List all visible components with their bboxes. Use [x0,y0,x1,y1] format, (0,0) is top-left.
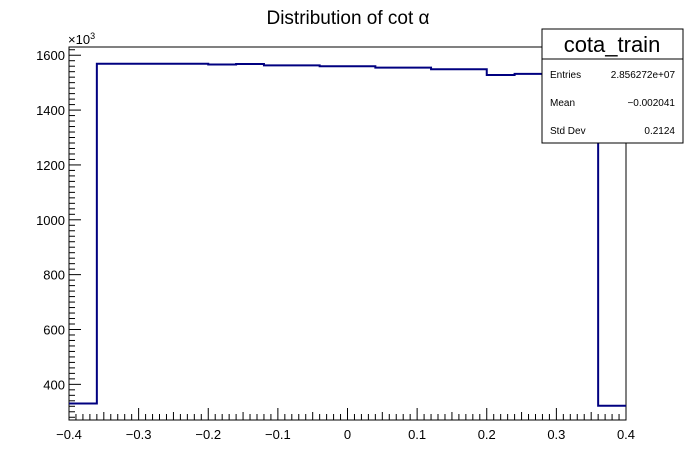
x-tick-label: −0.1 [265,427,291,442]
stats-std-value: 0.2124 [644,126,675,137]
x-tick-label: 0 [344,427,351,442]
chart-title: Distribution of cot α [266,8,429,29]
x-tick-label: 0.1 [408,427,426,442]
x-axis: −0.4 −0.3 −0.2 −0.1 0 0.1 0.2 0.3 0.4 [56,408,635,442]
y-multiplier-exponent: 3 [90,31,95,41]
x-tick-label: −0.3 [126,427,152,442]
stats-entries-label: Entries [550,70,581,81]
stats-mean-label: Mean [550,98,575,109]
y-tick-label: 1200 [36,158,65,173]
y-tick-label: 1600 [36,48,65,63]
stats-box-frame [541,28,684,144]
y-multiplier: ×103 [68,31,95,47]
y-tick-label: 600 [43,322,65,337]
y-tick-label: 1000 [36,213,65,228]
x-tick-label: −0.4 [56,427,82,442]
x-tick-label: −0.2 [195,427,221,442]
plot-frame [68,46,627,421]
y-multiplier-base: ×10 [68,32,90,47]
x-tick-label: 0.2 [478,427,496,442]
stats-box-title: cota_train [564,32,661,57]
y-tick-label: 1400 [36,103,65,118]
stats-mean-value: −0.002041 [627,98,675,109]
y-tick-label: 800 [43,268,65,283]
stats-std-label: Std Dev [550,126,586,137]
y-axis: 400 600 800 1000 1200 1400 1600 [36,48,81,418]
x-tick-label: 0.4 [617,427,635,442]
stats-entries-value: 2.856272e+07 [611,70,676,81]
x-tick-label: 0.3 [547,427,565,442]
stats-box: cota_train Entries 2.856272e+07 Mean −0.… [541,28,684,144]
y-tick-label: 400 [43,377,65,392]
plot-area [68,46,627,421]
